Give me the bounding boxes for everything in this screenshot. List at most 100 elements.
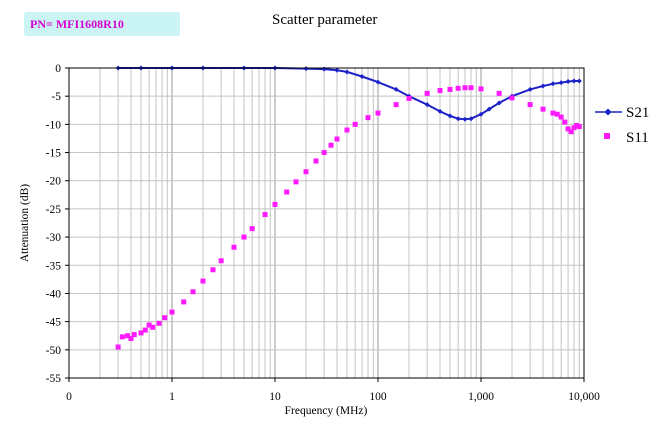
y-tick-label: -45	[46, 317, 62, 329]
series-s11-point	[447, 86, 453, 92]
series-s11-point	[562, 119, 568, 125]
series-s11-point	[119, 334, 125, 340]
series-s11-point	[375, 110, 381, 116]
series-s11-point	[142, 327, 148, 333]
series-s11-point	[365, 115, 371, 121]
series-s11-point	[146, 322, 152, 328]
series-s11-point	[406, 95, 412, 101]
series-s11-point	[272, 201, 278, 207]
series-s11-point	[200, 278, 206, 284]
chart-title: Scatter parameter	[272, 12, 378, 28]
series-s11-point	[210, 267, 216, 273]
x-tick-label: 10,000	[568, 391, 600, 403]
series-s11-point	[241, 234, 247, 240]
legend: S21 S11	[595, 105, 649, 146]
x-axis-title: Frequency (MHz)	[285, 405, 368, 417]
series-s11-point	[527, 102, 533, 108]
y-tick-label: -35	[46, 260, 62, 272]
series-s11-point	[125, 333, 131, 339]
y-axis-title: Attenuation (dB)	[19, 184, 31, 262]
legend-s21-marker	[604, 108, 612, 116]
series-s11-point	[509, 95, 515, 101]
series-s11-point	[328, 142, 334, 148]
series-s11-point	[284, 189, 290, 195]
y-tick-label: 0	[55, 63, 61, 75]
y-tick-label: -5	[51, 91, 61, 103]
series-s11-point	[574, 122, 580, 128]
y-axis-ticks: 0 -5 -10 -15 -20 -25 -30 -35 -40 -45 -50 -55	[46, 63, 69, 385]
series-s11-point	[437, 88, 443, 94]
series-s11-point	[462, 85, 468, 91]
legend-s11-label: S11	[626, 130, 649, 146]
series-s11-point	[218, 258, 224, 264]
y-tick-label: -55	[46, 373, 62, 385]
x-axis-ticks: 0 1 10 100 1,000 10,000	[66, 378, 600, 403]
series-s11-point	[169, 309, 175, 315]
series-s21-point	[455, 116, 461, 122]
series-s11-point	[293, 179, 299, 185]
series-s11-point	[565, 126, 571, 132]
legend-s21-label: S21	[626, 105, 649, 121]
series-s21-point	[375, 79, 381, 85]
series-s11-point	[303, 169, 309, 175]
series-s21-point	[550, 81, 556, 87]
series-s11-point	[393, 102, 399, 108]
y-tick-label: -50	[46, 345, 62, 357]
series-s11-point	[334, 136, 340, 142]
series-s21-point	[571, 78, 577, 84]
series-s11-point	[321, 150, 327, 156]
y-tick-label: -30	[46, 232, 62, 244]
series-s21-point	[478, 111, 484, 117]
grid-lines	[69, 68, 584, 378]
x-tick-label: 10	[269, 391, 281, 403]
series-s21-point	[393, 86, 399, 92]
series-s11-point	[550, 110, 556, 116]
series-s11-point	[131, 332, 137, 338]
series-s21-point	[486, 106, 492, 112]
series-s21-point	[359, 73, 365, 79]
series-s11-point	[455, 85, 461, 91]
series-s21-point	[540, 83, 546, 89]
series-s21-point	[437, 108, 443, 114]
y-tick-label: -40	[46, 288, 62, 300]
series-s11-point	[468, 85, 474, 91]
y-tick-label: -15	[46, 148, 62, 160]
series-s11-point	[576, 124, 582, 130]
series-s11-point	[313, 158, 319, 164]
x-tick-label: 100	[369, 391, 387, 403]
plot-frame	[68, 67, 585, 379]
series-s11-point	[496, 90, 502, 96]
series-s11-point	[540, 106, 546, 112]
series-s21-point	[565, 79, 571, 85]
y-tick-label: -10	[46, 119, 62, 131]
series-s11-point	[249, 226, 255, 232]
series-s11-point	[568, 129, 574, 135]
series-s21-point	[527, 86, 533, 92]
series-s21-point	[424, 102, 430, 108]
series-s11-point	[424, 90, 430, 96]
series-s11-point	[558, 114, 564, 120]
series-s11-point	[138, 330, 144, 336]
series-s11-point	[262, 212, 268, 218]
x-tick-label: 0	[66, 391, 72, 403]
series-s21-point	[344, 69, 350, 75]
series-s11-point	[571, 125, 577, 131]
x-tick-label: 1	[169, 391, 175, 403]
series-s21-point	[468, 116, 474, 122]
series-group	[115, 65, 582, 350]
series-s21-point	[576, 78, 582, 84]
series-s11-point	[181, 299, 187, 305]
series-s11-point	[344, 127, 350, 133]
y-tick-label: -25	[46, 204, 62, 216]
series-s11-point	[478, 86, 484, 92]
series-s11-point	[162, 315, 168, 321]
series-s21-point	[558, 80, 564, 86]
series-s11-point	[115, 344, 121, 350]
part-number-badge: PN= MFI1608R10	[24, 12, 180, 36]
series-s11-point	[554, 111, 560, 117]
series-s11-point	[231, 244, 237, 250]
series-s21-point	[447, 113, 453, 119]
legend-s11-marker	[604, 133, 610, 139]
y-tick-label: -20	[46, 176, 62, 188]
